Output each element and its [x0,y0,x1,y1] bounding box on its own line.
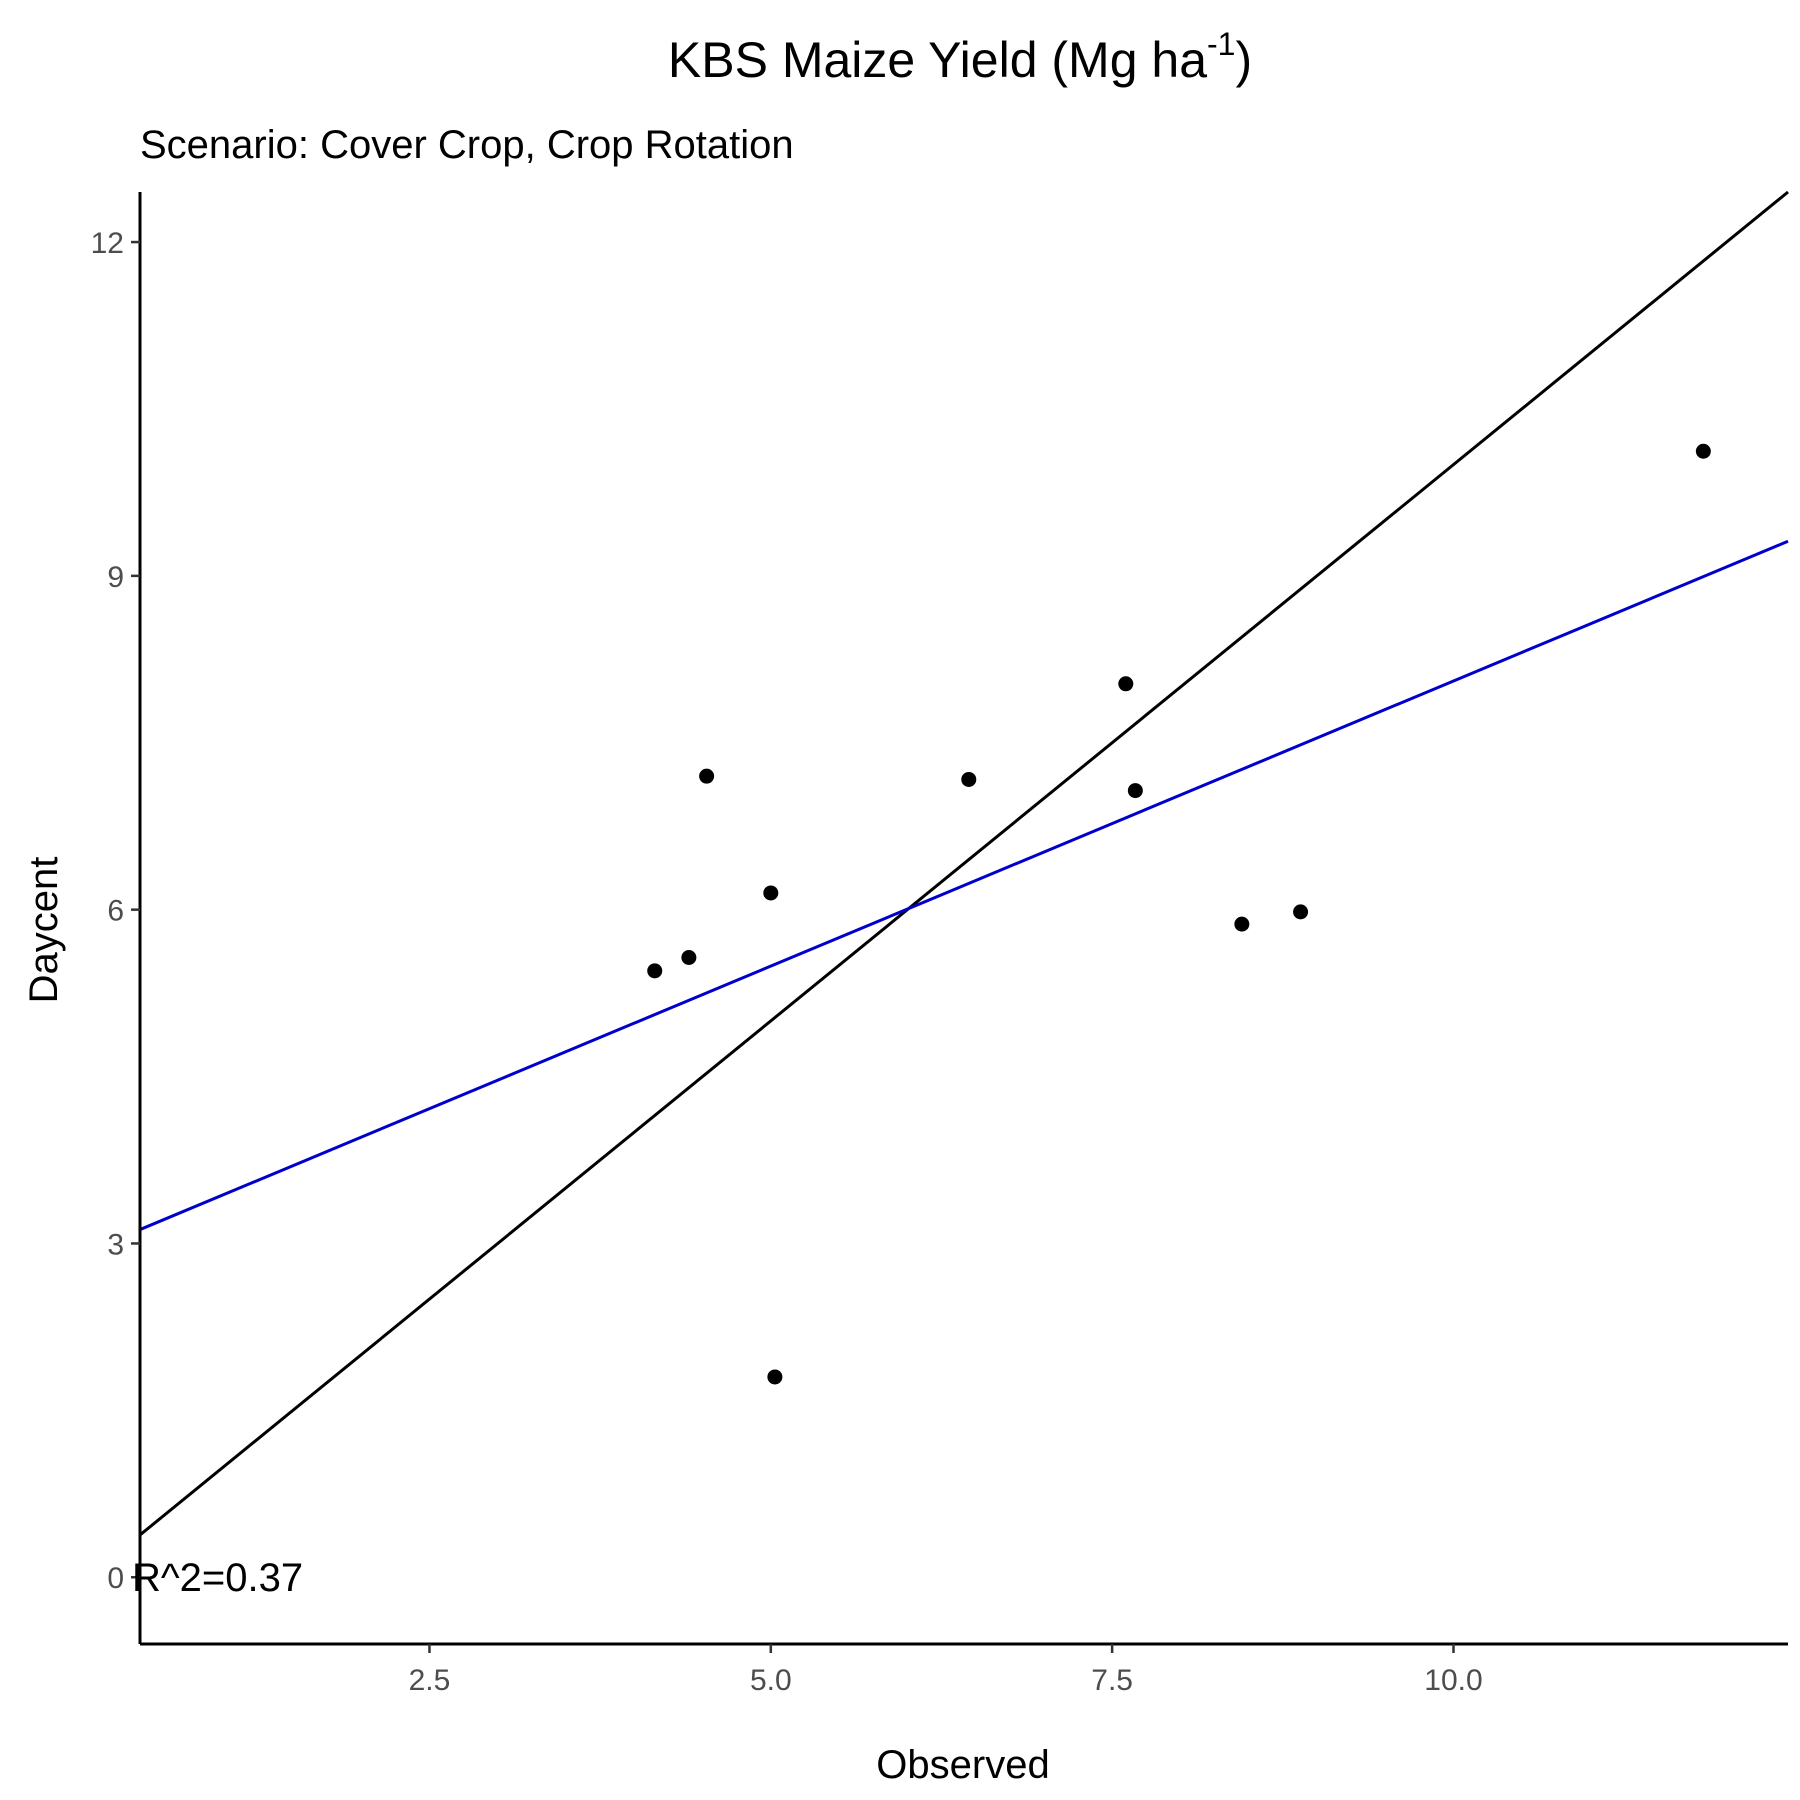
x-tick-label: 5.0 [750,1664,792,1697]
data-points [647,443,1711,1385]
data-point [647,963,663,979]
chart-subtitle: Scenario: Cover Crop, Crop Rotation [140,123,794,167]
regression-line [139,539,1789,1231]
x-axis-title: Observed [876,1743,1049,1787]
x-tick-label: 10.0 [1424,1664,1482,1697]
one-to-one-line [139,190,1789,1537]
y-tick-label: 3 [107,1228,124,1261]
x-tick-label: 7.5 [1091,1664,1133,1697]
data-point [1127,783,1143,799]
data-point [1695,443,1711,459]
y-axis-title: Daycent [22,857,66,1004]
x-axis-ticks: 2.5 5.0 7.5 10.0 [409,1644,1483,1697]
x-tick-label: 2.5 [409,1664,451,1697]
y-tick-label: 6 [107,895,124,928]
chart-title-superscript: -1 [1207,26,1235,62]
y-axis-ticks: 0 3 6 9 12 [91,227,140,1595]
data-point [699,768,715,784]
y-tick-label: 0 [107,1562,124,1595]
data-point [763,885,779,901]
chart-title: KBS Maize Yield (Mg ha-1) [668,26,1252,88]
data-point [1118,676,1134,692]
data-point [1293,904,1309,920]
data-point [681,949,697,965]
y-tick-label: 12 [91,227,124,260]
y-tick-label: 9 [107,561,124,594]
r-squared-annotation: R^2=0.37 [132,1556,303,1600]
data-point [1234,916,1250,932]
data-point [961,771,977,787]
fit-lines [139,190,1789,1537]
data-point [767,1369,783,1385]
